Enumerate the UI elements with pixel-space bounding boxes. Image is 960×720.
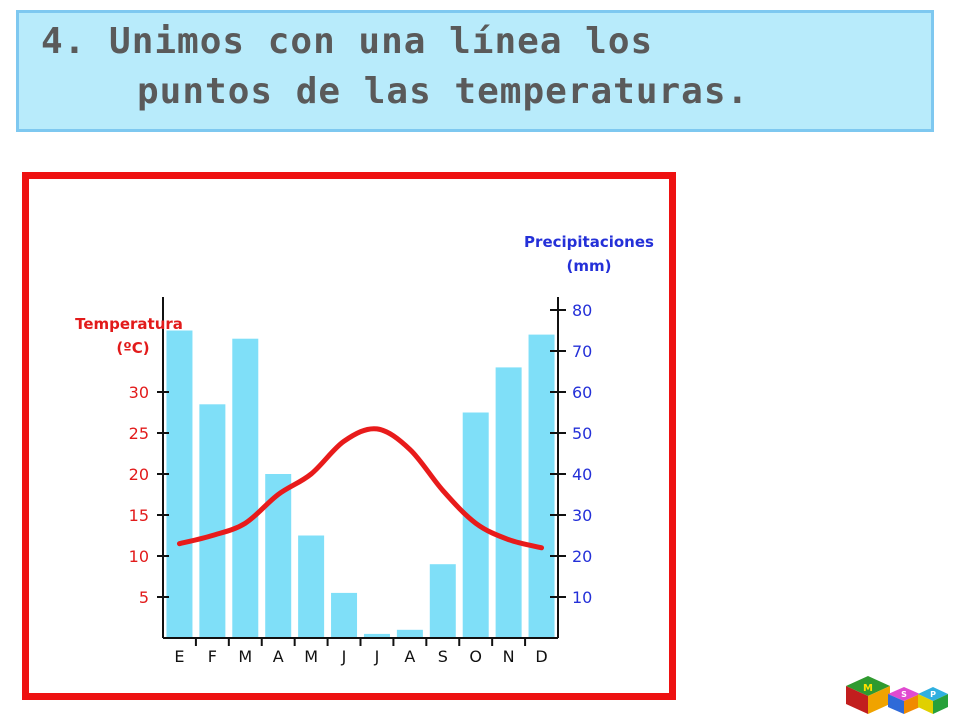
climograph-frame: E F M A M J J A S O N D 5 10 15 20 25 30 10 20 30 40 50 60 70 80 T… xyxy=(22,172,676,700)
month-label: O xyxy=(469,647,482,666)
temp-tick-label: 20 xyxy=(129,465,149,484)
temperature-point xyxy=(243,521,248,526)
precip-bar xyxy=(429,564,456,638)
precip-bar xyxy=(166,330,193,638)
month-label: F xyxy=(208,647,217,666)
precip-axis-title: Precipitaciones xyxy=(524,233,654,251)
logo-cube-s-icon: S xyxy=(888,687,920,714)
temperature-point xyxy=(506,537,511,542)
precip-tick-label: 50 xyxy=(572,424,592,443)
precip-tick-label: 20 xyxy=(572,547,592,566)
month-label: D xyxy=(535,647,547,666)
month-label: M xyxy=(238,647,252,666)
precip-bar xyxy=(199,404,226,638)
month-label: J xyxy=(374,647,380,666)
precip-tick-label: 30 xyxy=(572,506,592,525)
logo-cube-p-icon: P xyxy=(918,687,948,714)
temp-tick-label: 10 xyxy=(129,547,149,566)
svg-text:M: M xyxy=(863,683,873,694)
temperature-point xyxy=(177,541,182,546)
temp-tick-label: 15 xyxy=(129,506,149,525)
month-label: E xyxy=(174,647,184,666)
temperature-point xyxy=(407,447,412,452)
temperature-point xyxy=(473,521,478,526)
temperature-point xyxy=(539,545,544,550)
precip-bar xyxy=(298,535,325,638)
temperature-point xyxy=(374,426,379,431)
temperature-point xyxy=(210,533,215,538)
temperature-point xyxy=(342,439,347,444)
precip-bar xyxy=(495,367,522,638)
precip-bar xyxy=(528,334,555,638)
precip-bar xyxy=(232,338,259,638)
month-label: A xyxy=(404,647,415,666)
precip-bar xyxy=(363,633,390,638)
banner-title-line-1: 4. Unimos con una línea los xyxy=(41,21,654,62)
temp-tick-label: 30 xyxy=(129,383,149,402)
banner-title-line-2: puntos de las temperaturas. xyxy=(137,71,750,112)
precip-bar xyxy=(396,629,423,638)
temp-axis-title: Temperatura xyxy=(75,315,183,333)
temperature-point xyxy=(440,488,445,493)
precip-tick-label: 40 xyxy=(572,465,592,484)
month-label: S xyxy=(438,647,448,666)
svg-text:S: S xyxy=(901,690,907,699)
temperature-point xyxy=(276,492,281,497)
month-label: M xyxy=(304,647,318,666)
temperature-point xyxy=(309,472,314,476)
month-label: J xyxy=(341,647,347,666)
temp-tick-label: 25 xyxy=(129,424,149,443)
logo-cube-m-icon: M xyxy=(846,676,890,714)
month-label: N xyxy=(503,647,515,666)
month-label: A xyxy=(273,647,284,666)
precip-tick-label: 10 xyxy=(572,588,592,607)
precip-axis-unit: (mm) xyxy=(567,257,612,275)
precip-bar xyxy=(265,474,292,638)
logo-cubes: M S P xyxy=(842,672,950,716)
temperature-line xyxy=(176,426,545,551)
title-banner: 4. Unimos con una línea los puntos de la… xyxy=(16,10,934,132)
precip-tick-label: 70 xyxy=(572,342,592,361)
climograph-chart: E F M A M J J A S O N D 5 10 15 20 25 30 10 20 30 40 50 60 70 80 T… xyxy=(75,233,654,666)
precip-tick-label: 60 xyxy=(572,383,592,402)
temp-axis-unit: (ºC) xyxy=(116,339,149,357)
precip-bar xyxy=(331,592,358,638)
svg-text:P: P xyxy=(930,690,936,699)
temp-tick-label: 5 xyxy=(139,588,149,607)
precip-tick-label: 80 xyxy=(572,301,592,320)
